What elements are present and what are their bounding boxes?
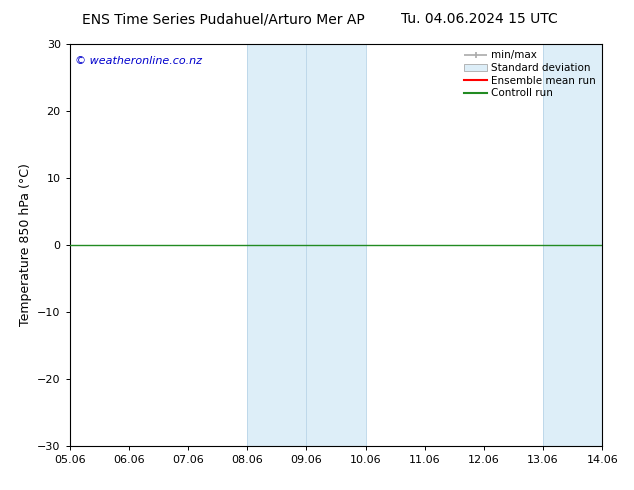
Y-axis label: Temperature 850 hPa (°C): Temperature 850 hPa (°C) (18, 164, 32, 326)
Legend: min/max, Standard deviation, Ensemble mean run, Controll run: min/max, Standard deviation, Ensemble me… (461, 47, 599, 101)
Text: ENS Time Series Pudahuel/Arturo Mer AP: ENS Time Series Pudahuel/Arturo Mer AP (82, 12, 365, 26)
Text: © weatheronline.co.nz: © weatheronline.co.nz (75, 56, 202, 66)
Bar (247, 44, 366, 446)
Text: Tu. 04.06.2024 15 UTC: Tu. 04.06.2024 15 UTC (401, 12, 558, 26)
Bar (543, 44, 602, 446)
